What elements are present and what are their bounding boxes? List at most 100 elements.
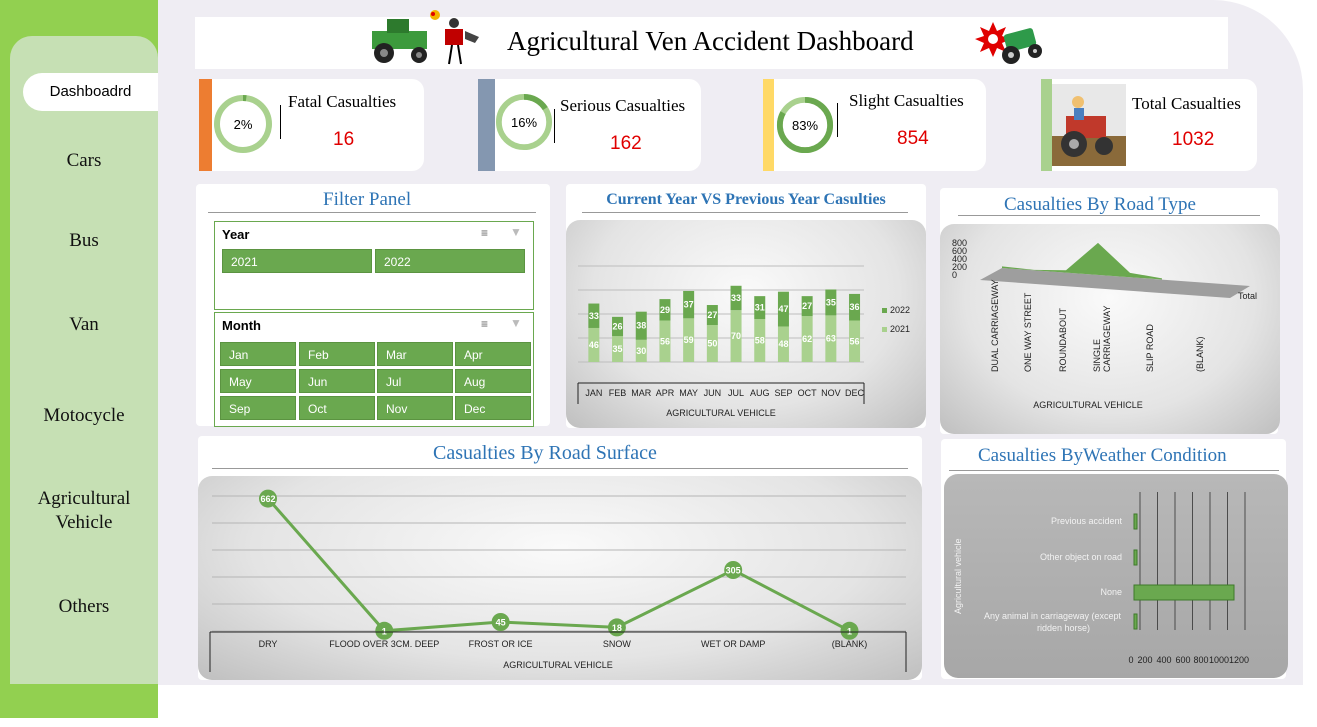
tick-label: 800	[1193, 655, 1208, 665]
tick-label: JAN	[585, 388, 602, 398]
tick-label: ROUNDABOUT	[1058, 307, 1068, 372]
month-option[interactable]: Oct	[299, 396, 375, 420]
bar-2021	[635, 339, 647, 362]
road-surface-line-chart: 662 DRY 1 FLOOD OVER 3CM. DEEP 45 FROST OR IC…	[209, 489, 907, 672]
tick-label: DEC	[845, 388, 865, 398]
month-option[interactable]: Nov	[377, 396, 453, 420]
bar	[1133, 513, 1138, 530]
kpi-slight: 83% Slight Casualties 854	[763, 79, 986, 171]
tick-label: 600	[1175, 655, 1190, 665]
month-option[interactable]: Dec	[455, 396, 531, 420]
kpi-separator	[837, 103, 838, 137]
tick-label: NOV	[821, 388, 841, 398]
sidebar-item-van[interactable]: Van	[69, 314, 99, 335]
kpi-label: Fatal Casualties	[288, 92, 397, 111]
data-label: 56	[850, 336, 860, 346]
chart-area: 800 600 400 200 0 Total DUAL CARRIAGEWAY ONE WA…	[940, 224, 1280, 434]
sidebar-item-bus[interactable]: Bus	[69, 230, 99, 251]
multi-select-icon[interactable]: ≡	[481, 317, 489, 331]
legend-label: 2021	[890, 324, 910, 334]
month-slicer-label: Month	[222, 318, 261, 333]
bar-2022	[635, 311, 647, 340]
month-option[interactable]: Aug	[455, 369, 531, 393]
road-type-chart-card: Casualties By Road Type 800 600 400 200 0 Tot…	[940, 188, 1280, 434]
dashboard-title: Agricultural Ven Accident Dashboard	[507, 26, 914, 56]
data-label: 18	[612, 623, 622, 633]
bar-2021	[849, 320, 861, 362]
title-underline	[212, 468, 908, 469]
donut-chart	[776, 96, 834, 154]
line-series	[266, 497, 851, 633]
title-underline	[958, 215, 1260, 216]
sidebar-item-agricultural-vehicle[interactable]: Agricultural Vehicle	[37, 488, 131, 533]
month-option[interactable]: Apr	[455, 342, 531, 366]
tick-label: SLIP ROAD	[1145, 324, 1155, 372]
tick-label: FEB	[609, 388, 627, 398]
tick-label: None	[1100, 587, 1122, 597]
bar-2022	[730, 285, 742, 311]
tick-label: (BLANK)	[1195, 336, 1205, 372]
tick-label: MAY	[679, 388, 698, 398]
bar	[1133, 584, 1235, 601]
kpi-separator	[280, 105, 281, 139]
data-label: 27	[707, 310, 717, 320]
sidebar-item-cars[interactable]: Cars	[66, 150, 102, 171]
weather-chart-card: Casualties ByWeather Condition Previous …	[941, 439, 1288, 679]
tick-label: Other object on road	[1040, 552, 1122, 562]
data-label: 27	[802, 301, 812, 311]
legend-swatch	[882, 327, 887, 332]
tick-label: ridden horse)	[1037, 623, 1090, 633]
monthly-chart-card: Current Year VS Previous Year Casulties …	[566, 184, 926, 428]
data-label: 46	[589, 340, 599, 350]
multi-select-icon[interactable]: ≡	[481, 226, 489, 240]
data-label: 1	[847, 626, 852, 636]
sidebar-item-dashboard[interactable]: Dashboadrd	[23, 73, 158, 111]
month-option[interactable]: Jan	[220, 342, 296, 366]
data-label: 50	[707, 339, 717, 349]
filter-panel-title: Filter Panel	[323, 189, 412, 210]
tick-label: SINGLE	[1092, 339, 1102, 372]
data-label: 35	[826, 297, 836, 307]
month-option[interactable]: Jun	[299, 369, 375, 393]
year-slicer: Year ≡ ▼ 2021 2022	[214, 221, 534, 310]
tick-label: DRY	[259, 639, 278, 649]
chart-title: Casualties By Road Surface	[433, 442, 657, 464]
clear-filter-icon[interactable]: ▼	[510, 225, 522, 239]
bar-2022	[706, 305, 718, 325]
tick-label: CARRIAGEWAY	[1102, 305, 1112, 372]
month-option[interactable]: Feb	[299, 342, 375, 366]
sidebar-item-others[interactable]: Others	[58, 596, 110, 617]
sidebar-item-motocycle[interactable]: Motocycle	[43, 405, 125, 426]
sidebar: Cars Bus Van Motocycle Agricultural Vehi…	[0, 0, 158, 718]
data-label: 35	[613, 344, 623, 354]
tick-label: 200	[1137, 655, 1152, 665]
data-label: 36	[850, 302, 860, 312]
road-surface-chart-card: Casualties By Road Surface 662 DRY 1 FLOOD …	[198, 436, 922, 680]
data-label: 31	[755, 303, 765, 313]
filter-panel: Filter Panel Year ≡ ▼ 2021 2022 Month ≡ …	[196, 184, 550, 427]
month-option[interactable]: Sep	[220, 396, 296, 420]
data-label: 59	[684, 335, 694, 345]
month-option[interactable]: Jul	[377, 369, 453, 393]
kpi-label: Serious Casualties	[560, 96, 686, 115]
year-option-2021[interactable]: 2021	[222, 249, 372, 273]
bar-2021	[777, 326, 789, 362]
month-slicer: Month ≡ ▼ Jan Feb Mar Apr May Jun Jul Au…	[214, 312, 534, 427]
clear-filter-icon[interactable]: ▼	[510, 316, 522, 330]
tick-label: 400	[1156, 655, 1171, 665]
data-label: 1	[382, 626, 387, 636]
chart-floor	[980, 268, 1250, 298]
month-option[interactable]: Mar	[377, 342, 453, 366]
chart-title: Casualties By Road Type	[1004, 194, 1196, 215]
x-axis-label: AGRICULTURAL VEHICLE	[1033, 400, 1143, 410]
tick-label: MAR	[631, 388, 652, 398]
data-point	[259, 489, 277, 508]
year-option-2022[interactable]: 2022	[375, 249, 525, 273]
tick-label: DUAL CARRIAGEWAY	[990, 279, 1000, 372]
tick-label: (BLANK)	[832, 639, 868, 649]
sidebar-panel: Cars Bus Van Motocycle Agricultural Vehi…	[10, 36, 158, 684]
x-axis-label: AGRICULTURAL VEHICLE	[503, 660, 613, 670]
bar-2022	[754, 296, 766, 320]
month-option[interactable]: May	[220, 369, 296, 393]
kpi-value: 16	[333, 129, 355, 150]
